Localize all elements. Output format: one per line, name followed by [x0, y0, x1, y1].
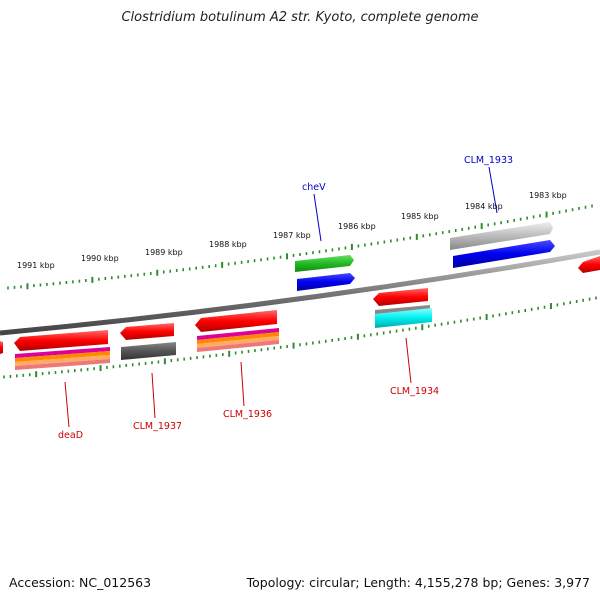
leader-clm1937	[151, 372, 156, 419]
leader-dead	[64, 381, 70, 428]
label-clm1936[interactable]: CLM_1936	[223, 409, 272, 420]
gene-clm1934-band[interactable]	[375, 305, 430, 314]
label-clm1934[interactable]: CLM_1934	[390, 386, 439, 397]
gene-clm1933-cds[interactable]	[453, 240, 555, 268]
gene-clm1933-feature[interactable]	[450, 222, 553, 250]
genome-backbone	[0, 249, 600, 336]
gene-dead-feature[interactable]	[14, 330, 108, 351]
reverse-genes	[0, 288, 432, 370]
tick-label-group: 1991 kbp 1990 kbp 1989 kbp 1988 kbp 1987 kbp…	[17, 191, 567, 270]
gene-labels: cheV CLM_1933 deaD CLM_1937 CLM_1936 CLM…	[58, 155, 513, 441]
leader-clm1934	[405, 337, 412, 384]
gene-clm1937-feature[interactable]	[120, 323, 174, 340]
label-clm1933[interactable]: CLM_1933	[464, 155, 513, 166]
label-chev[interactable]: cheV	[302, 182, 326, 193]
forward-genes	[295, 222, 600, 291]
gene-dead-stripes[interactable]	[15, 347, 110, 370]
gene-clm1936-feature[interactable]	[195, 310, 277, 332]
leader-chev	[313, 193, 322, 242]
gene-clm1934-feature[interactable]	[373, 288, 428, 306]
summary-text: Topology: circular; Length: 4,155,278 bp…	[246, 575, 590, 590]
tick-label: 1990 kbp	[81, 254, 119, 263]
label-dead[interactable]: deaD	[58, 430, 83, 441]
gene-left-edge[interactable]	[0, 341, 3, 354]
tick-label: 1986 kbp	[338, 222, 376, 231]
gene-right-edge[interactable]	[578, 256, 600, 273]
leader-clm1936	[240, 361, 245, 407]
tick-label: 1984 kbp	[465, 202, 503, 211]
inner-tick-track	[3, 296, 597, 379]
tick-label: 1991 kbp	[17, 261, 55, 270]
gene-clm1937-cds[interactable]	[121, 342, 176, 360]
gene-chev-cds[interactable]	[297, 273, 355, 291]
tick-label: 1987 kbp	[273, 231, 311, 240]
label-leaders	[64, 166, 498, 428]
tick-label: 1985 kbp	[401, 212, 439, 221]
outer-tick-track	[7, 204, 593, 290]
tick-label: 1983 kbp	[529, 191, 567, 200]
gene-clm1934-cds[interactable]	[375, 308, 432, 328]
label-clm1937[interactable]: CLM_1937	[133, 421, 182, 432]
gene-clm1936-stripes[interactable]	[197, 328, 279, 352]
map-title: Clostridium botulinum A2 str. Kyoto, com…	[121, 10, 479, 25]
tick-label: 1989 kbp	[145, 248, 183, 257]
leader-clm1933	[488, 166, 498, 214]
tick-label: 1988 kbp	[209, 240, 247, 249]
accession-text: Accession: NC_012563	[9, 575, 152, 590]
gene-chev-feature[interactable]	[295, 255, 354, 272]
